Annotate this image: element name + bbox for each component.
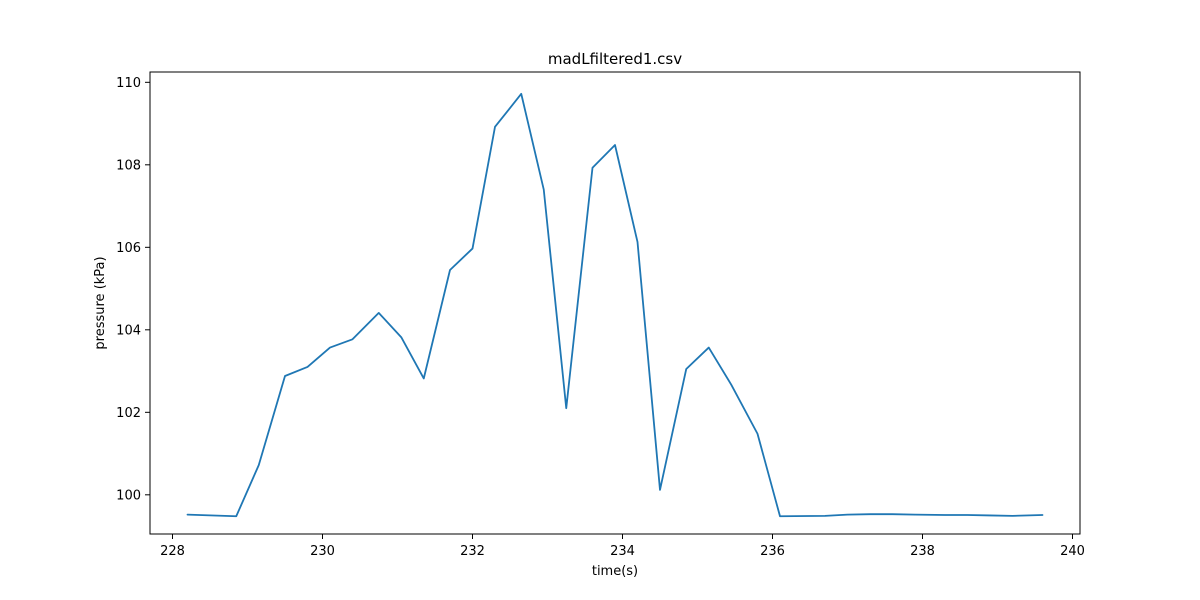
y-tick-label: 104 — [116, 323, 141, 338]
y-tick-label: 100 — [116, 488, 141, 503]
plot-area — [186, 92, 1044, 518]
x-tick-label: 230 — [310, 544, 335, 559]
y-axis-label: pressure (kPa) — [93, 256, 108, 349]
x-axis-label: time(s) — [592, 564, 638, 579]
x-tick-label: 240 — [1060, 544, 1085, 559]
x-tick-label: 234 — [610, 544, 635, 559]
x-tick-label: 228 — [160, 544, 185, 559]
y-tick-label: 108 — [116, 158, 141, 173]
x-tick-label: 232 — [460, 544, 485, 559]
y-tick-label: 102 — [116, 406, 141, 421]
y-tick-label: 110 — [116, 76, 141, 91]
chart-title: madLfiltered1.csv — [548, 50, 682, 68]
series-line-0 — [186, 92, 1044, 518]
plot-frame — [149, 71, 1081, 535]
x-tick-label: 238 — [910, 544, 935, 559]
y-tick-label: 106 — [116, 241, 141, 256]
x-tick-label: 236 — [760, 544, 785, 559]
